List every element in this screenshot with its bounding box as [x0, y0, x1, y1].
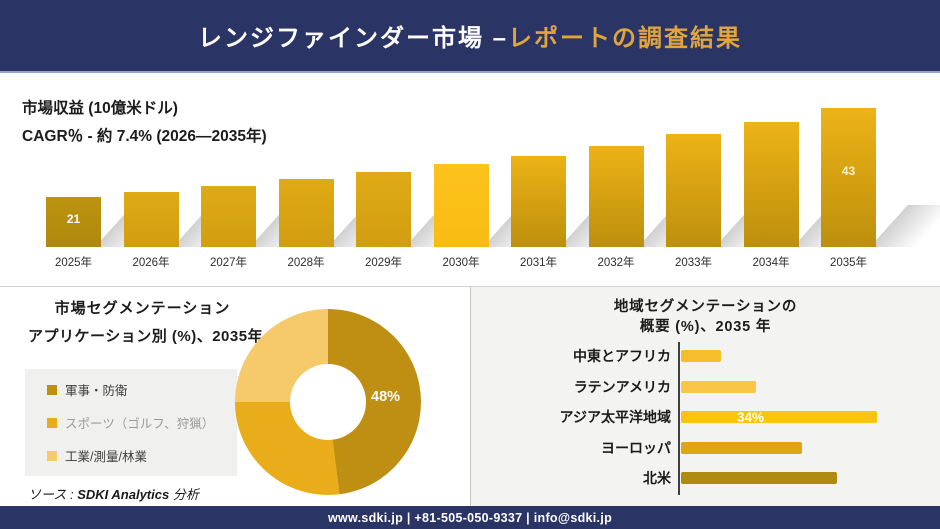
revenue-bar-2034年 [743, 122, 799, 247]
region-label: アジア太平洋地域 [559, 409, 671, 426]
revenue-bar-2035年: 43 [821, 108, 876, 247]
revenue-bar-2025年: 21 [46, 197, 101, 247]
axis-label-2028年: 2028年 [287, 257, 325, 269]
revenue-bar-2033年 [666, 134, 721, 247]
vertical-divider [470, 287, 471, 506]
region-bar-chart: 中東とアフリカ ラテンアメリカアジア太平洋地域 34% ヨーロッパ北米 [480, 341, 935, 494]
segmentation-title-line1: 市場セグメンテーション [54, 300, 231, 317]
legend-label: 工業/測量/林業 [65, 450, 147, 464]
page-title: レンジファインダー市場 –レポートの調査結果 [198, 18, 742, 53]
page-title-market: レンジファインダー市場 – [197, 25, 508, 52]
region-row-ラテンアメリカ: ラテンアメリカ [480, 372, 935, 403]
legend-label: スポーツ（ゴルフ、狩猟） [65, 417, 215, 431]
revenue-chart-cagr: CAGR％ - 約 7.4% (2026―2035年) [22, 128, 267, 145]
region-label: 北米 [643, 470, 671, 487]
revenue-bar-2029年 [356, 172, 411, 247]
region-row-北米: 北米 [480, 463, 935, 494]
axis-label-2031年: 2031年 [519, 257, 558, 269]
region-row-中東とアフリカ: 中東とアフリカ [480, 341, 935, 372]
legend-swatch-icon [47, 417, 57, 428]
region-axis-line [678, 342, 680, 495]
horizontal-divider [0, 286, 940, 287]
revenue-bar-2030年 [433, 164, 489, 247]
region-row-アジア太平洋地域: アジア太平洋地域 34% [480, 402, 935, 433]
revenue-bar-2031年 [511, 156, 566, 247]
region-bar-中東とアフリカ [681, 350, 721, 363]
region-bar-data-label: 34% [737, 409, 765, 425]
region-bar-ラテンアメリカ [681, 380, 756, 393]
bar-data-label: 21 [66, 212, 81, 226]
bar-shadow [870, 205, 940, 247]
footer-banner: www.sdki.jp | +81-505-050-9337 | info@sd… [0, 506, 940, 529]
axis-label-2032年: 2032年 [597, 257, 635, 269]
axis-label-2025年: 2025年 [54, 257, 93, 269]
legend-item-スポーツ（ゴルフ、狩猟）: スポーツ（ゴルフ、狩猟） [47, 413, 237, 432]
page-title-report: レポートの調査結果 [508, 25, 742, 52]
revenue-chart-title: 市場収益 (10億米ドル) [22, 100, 178, 117]
axis-label-2035年: 2035年 [829, 257, 868, 269]
segmentation-title-line2: アプリケーション別 (%)、2035年 [28, 328, 264, 345]
region-bar-アジア太平洋地域: 34% [681, 409, 877, 425]
legend-item-軍事・防衛: 軍事・防衛 [47, 380, 237, 399]
region-label: ヨーロッパ [601, 439, 671, 456]
region-label: ラテンアメリカ [573, 378, 671, 395]
legend-swatch-icon [47, 384, 57, 395]
header-banner: レンジファインダー市場 –レポートの調査結果 [0, 0, 940, 73]
donut-data-label: 48% [371, 389, 401, 405]
source-suffix: 分析 [172, 487, 199, 502]
region-row-ヨーロッパ: ヨーロッパ [480, 433, 935, 464]
revenue-bar-2032年 [588, 146, 644, 247]
region-bar-北米 [681, 472, 837, 485]
source-name: SDKI Analytics [77, 487, 170, 502]
revenue-bar-2026年 [123, 192, 179, 247]
application-donut-chart: 48% [235, 309, 421, 495]
donut-legend: 軍事・防衛スポーツ（ゴルフ、狩猟） 工業/測量/林業 [25, 369, 237, 476]
revenue-bar-2027年 [201, 186, 256, 247]
source-note: ソース : SDKI Analytics 分析 [28, 484, 199, 503]
legend-swatch-icon [47, 450, 57, 461]
axis-label-2029年: 2029年 [364, 257, 403, 269]
region-title-line1: 地域セグメンテーションの [613, 299, 798, 315]
axis-label-2033年: 2033年 [674, 257, 713, 269]
legend-label: 軍事・防衛 [65, 384, 128, 398]
axis-label-2027年: 2027年 [209, 257, 248, 269]
region-label: 中東とアフリカ [573, 348, 671, 365]
region-title-line2: 概要 (%)、2035 年 [639, 319, 772, 335]
source-prefix: ソース : [28, 487, 74, 502]
axis-label-2026年: 2026年 [132, 257, 170, 269]
region-panel [471, 287, 940, 506]
region-bar-ヨーロッパ [681, 441, 802, 454]
legend-item-工業/測量/林業: 工業/測量/林業 [47, 446, 237, 465]
footer-contact: www.sdki.jp | +81-505-050-9337 | info@sd… [327, 510, 613, 525]
axis-label-2034年: 2034年 [752, 257, 790, 269]
bar-data-label: 43 [841, 164, 856, 178]
axis-label-2030年: 2030年 [442, 257, 480, 269]
revenue-bar-2028年 [278, 179, 334, 247]
